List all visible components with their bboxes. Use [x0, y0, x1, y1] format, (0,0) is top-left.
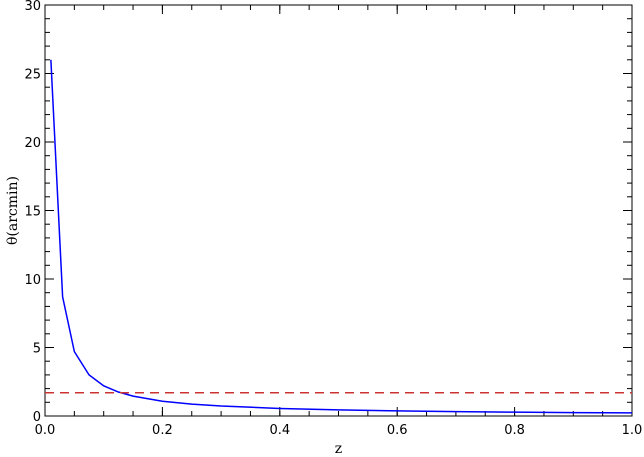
y-tick-label: 10	[24, 273, 41, 288]
axis-ticks	[44, 4, 633, 417]
series-line-1	[50, 59, 633, 414]
y-tick-label: 0	[33, 410, 41, 425]
x-tick-label: 0.8	[504, 423, 525, 438]
y-tick-label: 30	[24, 0, 41, 14]
y-tick-label: 15	[24, 205, 41, 220]
x-tick-label: 0.6	[387, 423, 408, 438]
y-tick-label: 20	[24, 136, 41, 151]
y-axis-label: θ(arcmin)	[5, 176, 21, 245]
axis-tick-labels: 0.0 0.2 0.4 0.6 0.8 1.0 0 5 10 15 20 25 30	[24, 0, 642, 438]
series-layer	[45, 59, 633, 414]
y-tick-label: 25	[24, 68, 41, 83]
x-tick-label: 0.2	[152, 423, 173, 438]
y-tick-label: 5	[33, 342, 41, 357]
x-tick-label: 1.0	[622, 423, 643, 438]
x-tick-label: 0.4	[269, 423, 290, 438]
plot-frame	[44, 4, 633, 417]
x-axis-label: z	[335, 441, 342, 457]
x-tick-label: 0.0	[35, 423, 56, 438]
